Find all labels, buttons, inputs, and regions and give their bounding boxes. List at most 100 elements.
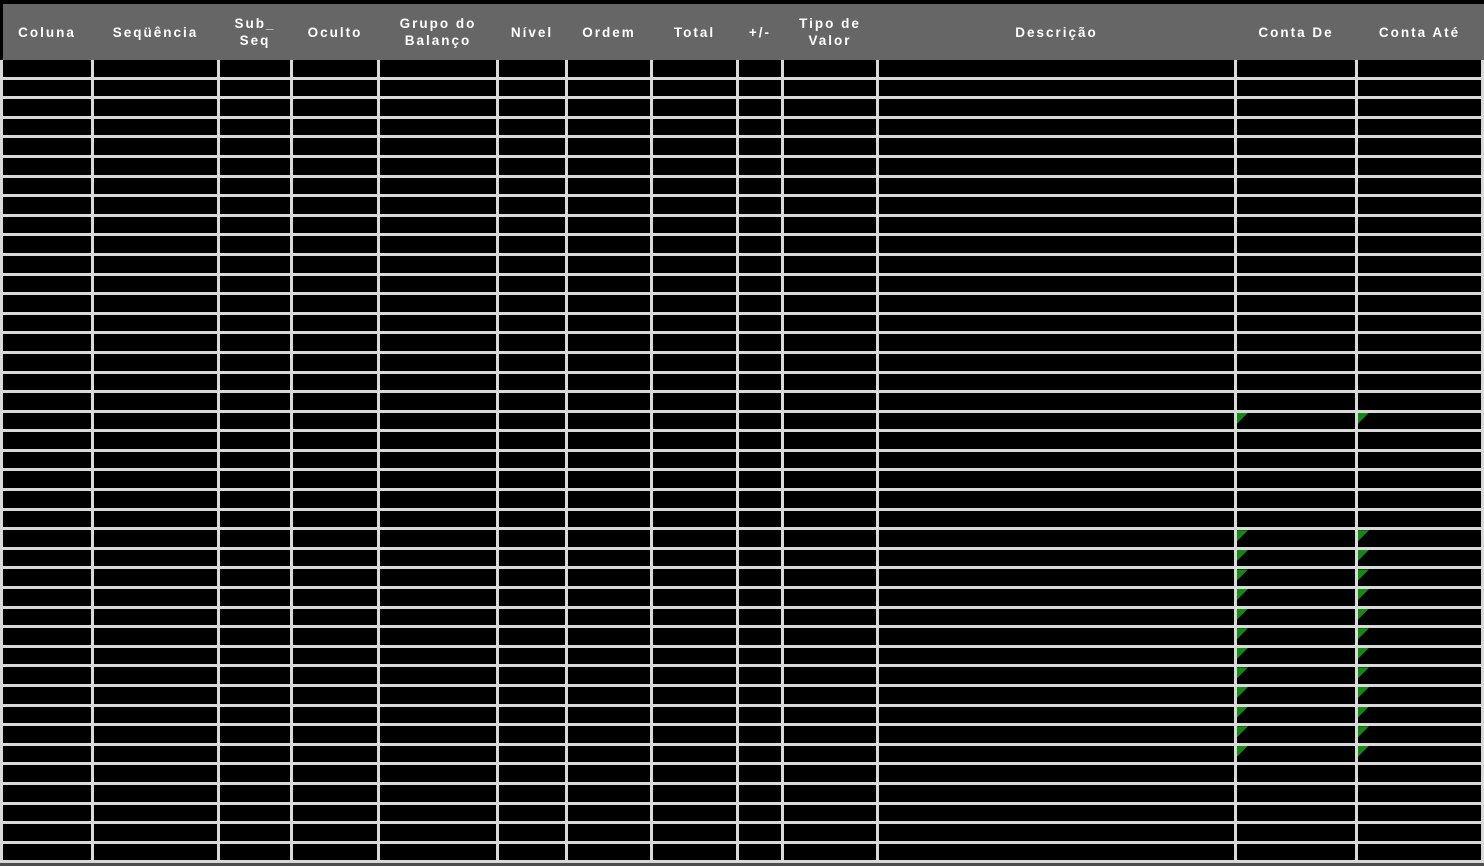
table-cell[interactable] bbox=[784, 157, 876, 175]
table-cell[interactable] bbox=[380, 843, 496, 861]
table-cell[interactable] bbox=[568, 451, 650, 469]
table-cell[interactable] bbox=[94, 255, 217, 273]
table-cell[interactable] bbox=[784, 784, 876, 802]
table-cell[interactable] bbox=[1237, 647, 1355, 665]
table-cell[interactable] bbox=[220, 118, 290, 136]
table-cell[interactable] bbox=[3, 432, 91, 449]
table-cell[interactable] bbox=[653, 451, 736, 469]
table-cell[interactable] bbox=[784, 687, 876, 704]
table-cell[interactable] bbox=[94, 334, 217, 351]
table-cell[interactable] bbox=[293, 628, 377, 645]
table-cell[interactable] bbox=[568, 510, 650, 528]
table-cell[interactable] bbox=[293, 79, 377, 97]
table-cell[interactable] bbox=[94, 491, 217, 508]
table-cell[interactable] bbox=[380, 373, 496, 391]
table-cell[interactable] bbox=[653, 628, 736, 645]
table-cell[interactable] bbox=[293, 549, 377, 567]
table-cell[interactable] bbox=[293, 451, 377, 469]
table-cell[interactable] bbox=[94, 79, 217, 97]
table-cell[interactable] bbox=[499, 589, 565, 606]
table-cell[interactable] bbox=[1237, 530, 1355, 547]
table-cell[interactable] bbox=[784, 295, 876, 312]
table-cell[interactable] bbox=[293, 412, 377, 430]
table-cell[interactable] bbox=[739, 412, 781, 430]
table-cell[interactable] bbox=[568, 255, 650, 273]
table-cell[interactable] bbox=[879, 471, 1234, 489]
table-cell[interactable] bbox=[568, 79, 650, 97]
table-cell[interactable] bbox=[1358, 706, 1481, 724]
table-cell[interactable] bbox=[380, 589, 496, 606]
table-cell[interactable] bbox=[293, 275, 377, 293]
table-cell[interactable] bbox=[1358, 216, 1481, 234]
table-cell[interactable] bbox=[94, 784, 217, 802]
table-cell[interactable] bbox=[94, 608, 217, 626]
table-cell[interactable] bbox=[568, 687, 650, 704]
table-cell[interactable] bbox=[568, 353, 650, 371]
table-cell[interactable] bbox=[3, 99, 91, 116]
table-cell[interactable] bbox=[293, 295, 377, 312]
table-cell[interactable] bbox=[784, 451, 876, 469]
table-cell[interactable] bbox=[220, 608, 290, 626]
table-cell[interactable] bbox=[1358, 687, 1481, 704]
table-cell[interactable] bbox=[784, 236, 876, 253]
table-cell[interactable] bbox=[568, 824, 650, 841]
table-cell[interactable] bbox=[293, 510, 377, 528]
table-cell[interactable] bbox=[1358, 451, 1481, 469]
table-cell[interactable] bbox=[1237, 60, 1355, 77]
table-cell[interactable] bbox=[293, 334, 377, 351]
table-cell[interactable] bbox=[499, 118, 565, 136]
table-cell[interactable] bbox=[3, 353, 91, 371]
table-cell[interactable] bbox=[568, 197, 650, 214]
table-cell[interactable] bbox=[739, 295, 781, 312]
table-cell[interactable] bbox=[3, 765, 91, 782]
table-cell[interactable] bbox=[94, 118, 217, 136]
table-cell[interactable] bbox=[220, 784, 290, 802]
table-cell[interactable] bbox=[380, 353, 496, 371]
table-cell[interactable] bbox=[3, 275, 91, 293]
table-cell[interactable] bbox=[879, 197, 1234, 214]
table-cell[interactable] bbox=[220, 412, 290, 430]
table-cell[interactable] bbox=[220, 295, 290, 312]
table-cell[interactable] bbox=[3, 706, 91, 724]
table-cell[interactable] bbox=[293, 667, 377, 684]
table-cell[interactable] bbox=[879, 608, 1234, 626]
table-cell[interactable] bbox=[1237, 393, 1355, 410]
table-cell[interactable] bbox=[568, 530, 650, 547]
table-cell[interactable] bbox=[499, 373, 565, 391]
table-cell[interactable] bbox=[879, 628, 1234, 645]
table-cell[interactable] bbox=[94, 765, 217, 782]
table-cell[interactable] bbox=[94, 726, 217, 743]
table-cell[interactable] bbox=[1237, 314, 1355, 332]
table-cell[interactable] bbox=[94, 236, 217, 253]
table-cell[interactable] bbox=[653, 118, 736, 136]
table-cell[interactable] bbox=[1358, 79, 1481, 97]
table-cell[interactable] bbox=[94, 353, 217, 371]
table-cell[interactable] bbox=[3, 79, 91, 97]
table-cell[interactable] bbox=[94, 647, 217, 665]
table-cell[interactable] bbox=[739, 197, 781, 214]
table-cell[interactable] bbox=[653, 706, 736, 724]
table-cell[interactable] bbox=[220, 569, 290, 587]
table-cell[interactable] bbox=[1237, 353, 1355, 371]
table-cell[interactable] bbox=[1237, 373, 1355, 391]
table-cell[interactable] bbox=[1358, 60, 1481, 77]
table-cell[interactable] bbox=[784, 334, 876, 351]
table-cell[interactable] bbox=[739, 373, 781, 391]
table-cell[interactable] bbox=[499, 451, 565, 469]
table-cell[interactable] bbox=[380, 412, 496, 430]
table-cell[interactable] bbox=[739, 393, 781, 410]
table-cell[interactable] bbox=[653, 804, 736, 822]
table-cell[interactable] bbox=[879, 118, 1234, 136]
table-cell[interactable] bbox=[784, 804, 876, 822]
table-cell[interactable] bbox=[380, 295, 496, 312]
table-cell[interactable] bbox=[784, 647, 876, 665]
table-cell[interactable] bbox=[1358, 549, 1481, 567]
table-cell[interactable] bbox=[220, 628, 290, 645]
table-cell[interactable] bbox=[499, 706, 565, 724]
table-cell[interactable] bbox=[220, 216, 290, 234]
table-cell[interactable] bbox=[94, 412, 217, 430]
table-cell[interactable] bbox=[220, 471, 290, 489]
table-cell[interactable] bbox=[784, 706, 876, 724]
table-cell[interactable] bbox=[94, 569, 217, 587]
table-cell[interactable] bbox=[1358, 589, 1481, 606]
